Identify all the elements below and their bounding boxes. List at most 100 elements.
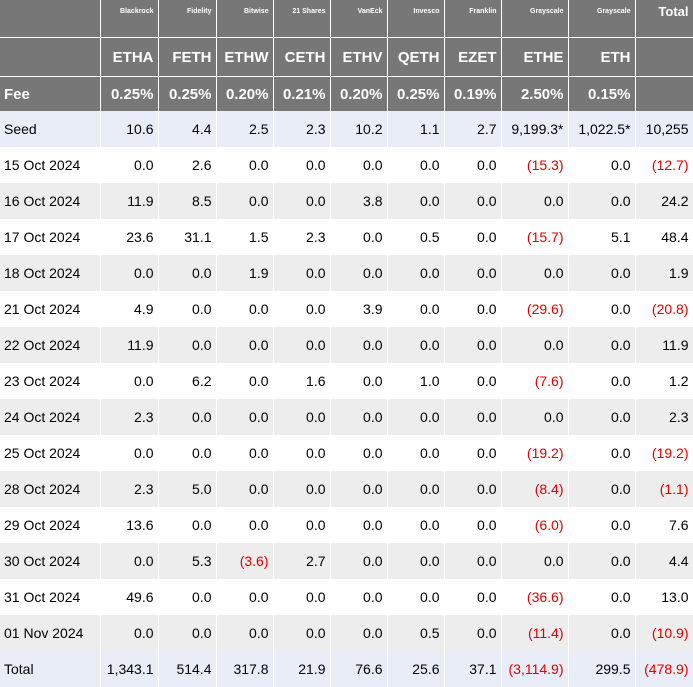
- ticker-symbol: QETH: [387, 37, 445, 77]
- flow-value: 0.0: [501, 543, 569, 579]
- flow-value: 0.0: [100, 543, 159, 579]
- flow-value: 0.0: [273, 579, 331, 615]
- flow-value: 0.0: [216, 615, 274, 651]
- flow-value: 1.1: [387, 111, 445, 147]
- row-total-value: (1.1): [635, 471, 693, 507]
- fee-value: 0.19%: [444, 76, 502, 111]
- issuer-name: Fidelity: [158, 0, 217, 38]
- flow-value: 0.0: [158, 507, 217, 543]
- flow-value: 0.0: [444, 327, 502, 363]
- flow-row: 28 Oct 2024 2.3 5.0 0.0 0.0 0.0 0.0 0.0 (8.4) 0.0…: [0, 471, 693, 507]
- flow-value: 4.4: [158, 111, 217, 147]
- row-total-value: 24.2: [635, 183, 693, 219]
- flow-value: 0.0: [501, 399, 569, 435]
- row-total-value: (19.2): [635, 435, 693, 471]
- flow-value: 0.0: [568, 615, 636, 651]
- total-value: 25.6: [387, 651, 445, 687]
- row-label: 21 Oct 2024: [0, 291, 101, 327]
- flow-value: 0.5: [387, 615, 445, 651]
- flow-value: 0.0: [568, 435, 636, 471]
- flow-value: 0.0: [568, 579, 636, 615]
- flow-value: 0.0: [387, 399, 445, 435]
- flow-value: 0.0: [100, 363, 159, 399]
- flow-value: 0.0: [273, 255, 331, 291]
- total-value: 514.4: [158, 651, 217, 687]
- ticker-header-corner: [0, 37, 101, 77]
- flow-value: 2.3: [100, 471, 159, 507]
- row-label: 16 Oct 2024: [0, 183, 101, 219]
- ticker-symbol: CETH: [273, 37, 331, 77]
- flow-value: 0.0: [568, 543, 636, 579]
- grand-total-value: (478.9): [635, 651, 693, 687]
- flow-value: 0.0: [568, 507, 636, 543]
- flow-value: 2.5: [216, 111, 274, 147]
- row-label: 28 Oct 2024: [0, 471, 101, 507]
- flow-value: 11.9: [100, 327, 159, 363]
- flow-value: 0.0: [330, 435, 388, 471]
- row-label: 22 Oct 2024: [0, 327, 101, 363]
- total-column-header: Total: [635, 0, 693, 38]
- flow-value: 0.0: [387, 579, 445, 615]
- flow-value: 0.0: [568, 327, 636, 363]
- flow-value: (11.4): [501, 615, 569, 651]
- flow-value: 0.0: [158, 579, 217, 615]
- row-total-value: 4.4: [635, 543, 693, 579]
- flow-value: 0.0: [330, 471, 388, 507]
- fee-value: 0.25%: [158, 76, 217, 111]
- flow-value: 0.0: [444, 615, 502, 651]
- flow-value: 0.0: [330, 399, 388, 435]
- flow-value: (8.4): [501, 471, 569, 507]
- flow-value: 0.0: [330, 363, 388, 399]
- flow-value: 2.7: [273, 543, 331, 579]
- flow-value: 2.7: [444, 111, 502, 147]
- fee-value: 0.25%: [387, 76, 445, 111]
- flow-value: 1.6: [273, 363, 331, 399]
- flow-value: 5.0: [158, 471, 217, 507]
- ticker-symbol: ETHW: [216, 37, 274, 77]
- flow-value: 0.0: [216, 579, 274, 615]
- flow-value: 0.0: [330, 543, 388, 579]
- flow-value: 0.0: [158, 435, 217, 471]
- flow-value: 13.6: [100, 507, 159, 543]
- flow-value: 0.0: [273, 435, 331, 471]
- issuer-name: Bitwise: [216, 0, 274, 38]
- flow-value: 0.0: [216, 435, 274, 471]
- flow-value: (29.6): [501, 291, 569, 327]
- flow-row: 01 Nov 2024 0.0 0.0 0.0 0.0 0.0 0.5 0.0 (11.4) 0.…: [0, 615, 693, 651]
- flow-value: 0.0: [387, 507, 445, 543]
- flow-value: 0.0: [330, 579, 388, 615]
- flow-value: 0.0: [444, 579, 502, 615]
- row-total-value: 2.3: [635, 399, 693, 435]
- flow-value: 0.0: [273, 327, 331, 363]
- flow-value: (6.0): [501, 507, 569, 543]
- flow-row: 29 Oct 2024 13.6 0.0 0.0 0.0 0.0 0.0 0.0 (6.0) 0.…: [0, 507, 693, 543]
- flow-value: 0.0: [568, 399, 636, 435]
- flow-value: 0.0: [387, 327, 445, 363]
- issuer-name: Grayscale: [501, 0, 569, 38]
- flow-value: 0.0: [273, 471, 331, 507]
- flow-value: 3.9: [330, 291, 388, 327]
- flow-row: 16 Oct 2024 11.9 8.5 0.0 0.0 3.8 0.0 0.0 0.0 0.0 2…: [0, 183, 693, 219]
- flow-value: 8.5: [158, 183, 217, 219]
- flow-value: 0.0: [273, 291, 331, 327]
- flow-value: 31.1: [158, 219, 217, 255]
- flow-value: 0.0: [100, 255, 159, 291]
- flow-value: 0.0: [158, 399, 217, 435]
- flow-row: 18 Oct 2024 0.0 0.0 1.9 0.0 0.0 0.0 0.0 0.0 0.0 1.…: [0, 255, 693, 291]
- flow-value: 0.0: [216, 471, 274, 507]
- issuer-name: VanEck: [330, 0, 388, 38]
- flow-value: 0.0: [330, 219, 388, 255]
- flow-value: 0.0: [444, 471, 502, 507]
- total-value: (3,114.9): [501, 651, 569, 687]
- flow-value: 6.2: [158, 363, 217, 399]
- flow-value: 0.0: [330, 615, 388, 651]
- row-label: 17 Oct 2024: [0, 219, 101, 255]
- issuer-name: Franklin: [444, 0, 502, 38]
- row-total-value: (10.9): [635, 615, 693, 651]
- flow-value: 5.1: [568, 219, 636, 255]
- row-label: Seed: [0, 111, 101, 147]
- flow-value: 3.8: [330, 183, 388, 219]
- row-label: 24 Oct 2024: [0, 399, 101, 435]
- flow-value: 0.5: [387, 219, 445, 255]
